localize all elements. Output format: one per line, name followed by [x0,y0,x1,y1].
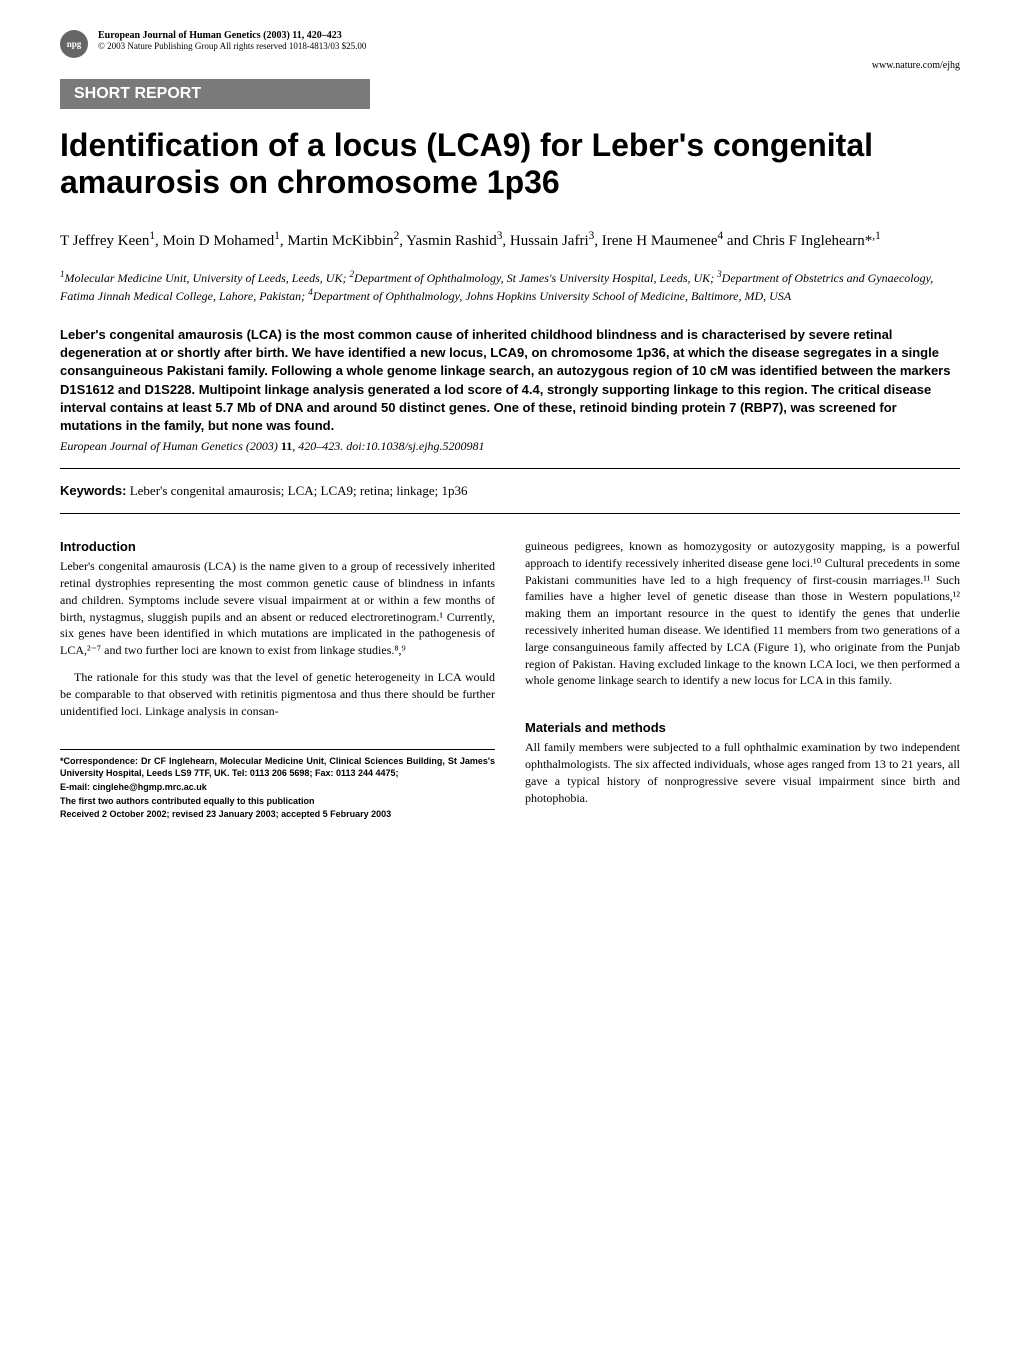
correspondence: *Correspondence: Dr CF Inglehearn, Molec… [60,756,495,779]
journal-info-block: European Journal of Human Genetics (2003… [98,30,960,51]
journal-header: npg European Journal of Human Genetics (… [60,30,960,58]
intro-heading: Introduction [60,538,495,556]
npg-logo-text: npg [67,39,82,49]
article-title: Identification of a locus (LCA9) for Leb… [60,127,960,201]
keywords-label: Keywords: [60,483,126,498]
divider-bottom [60,513,960,514]
section-spacer [525,699,960,719]
authors: T Jeffrey Keen1, Moin D Mohamed1, Martin… [60,229,960,252]
short-report-banner: SHORT REPORT [60,79,370,109]
intro-paragraph-1: Leber's congenital amaurosis (LCA) is th… [60,558,495,659]
journal-title: European Journal of Human Genetics (2003… [98,30,960,41]
keywords-text: Leber's congenital amaurosis; LCA; LCA9;… [126,483,467,498]
keywords: Keywords: Leber's congenital amaurosis; … [60,483,960,499]
abstract: Leber's congenital amaurosis (LCA) is th… [60,326,960,435]
divider-top [60,468,960,469]
body-columns: Introduction Leber's congenital amaurosi… [60,538,960,823]
footnotes: *Correspondence: Dr CF Inglehearn, Molec… [60,756,495,820]
received-dates: Received 2 October 2002; revised 23 Janu… [60,809,495,821]
column-left: Introduction Leber's congenital amaurosi… [60,538,495,823]
footnote-divider [60,749,495,750]
citation-pages: , 420–423. doi:10.1038/sj.ejhg.5200981 [292,439,484,453]
npg-logo: npg [60,30,88,58]
intro-paragraph-2-cont: guineous pedigrees, known as homozygosit… [525,538,960,689]
citation: European Journal of Human Genetics (2003… [60,439,960,454]
citation-year: (2003) [246,439,281,453]
methods-heading: Materials and methods [525,719,960,737]
equal-contribution: The first two authors contributed equall… [60,796,495,808]
methods-paragraph-1: All family members were subjected to a f… [525,739,960,806]
correspondence-email: E-mail: cinglehe@hgmp.mrc.ac.uk [60,782,495,794]
citation-vol: 11 [281,439,292,453]
journal-copyright: © 2003 Nature Publishing Group All right… [98,41,960,51]
intro-paragraph-2: The rationale for this study was that th… [60,669,495,719]
citation-journal: European Journal of Human Genetics [60,439,243,453]
journal-website: www.nature.com/ejhg [60,60,960,71]
column-right: guineous pedigrees, known as homozygosit… [525,538,960,823]
affiliations: 1Molecular Medicine Unit, University of … [60,268,960,304]
